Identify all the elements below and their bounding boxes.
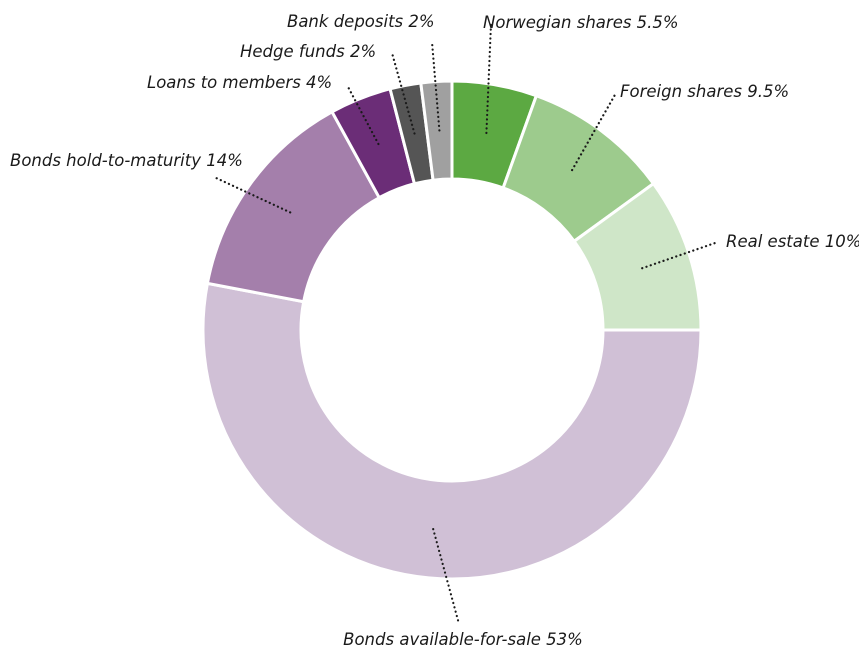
label-hedge-funds: Hedge funds 2% <box>240 42 376 61</box>
leader-hedge-funds <box>390 51 416 135</box>
label-loans-to-members: Loans to members 4% <box>147 73 332 92</box>
slice-labels: Norwegian shares 5.5% Foreign shares 9.5%… <box>10 12 859 649</box>
leader-lines <box>212 22 720 626</box>
label-bank-deposits: Bank deposits 2% <box>287 12 435 31</box>
label-bonds-available-for-sale: Bonds available-for-sale 53% <box>343 630 583 649</box>
slice-bonds-available-for-sale <box>201 281 703 581</box>
label-bonds-hold-to-maturity: Bonds hold-to-maturity 14% <box>10 151 243 170</box>
slice-bank-deposits <box>419 79 454 182</box>
label-foreign-shares: Foreign shares 9.5% <box>620 82 789 101</box>
leader-real-estate <box>641 240 720 270</box>
leader-foreign-shares <box>570 91 618 172</box>
label-norwegian-shares: Norwegian shares 5.5% <box>483 13 679 32</box>
label-real-estate: Real estate 10% <box>726 232 859 251</box>
leader-bonds-hold-to-maturity <box>212 175 292 214</box>
leader-bonds-available-for-sale <box>432 527 461 626</box>
donut-slices <box>201 79 703 581</box>
leader-norwegian-shares <box>485 22 493 135</box>
leader-bank-deposits <box>430 40 441 132</box>
